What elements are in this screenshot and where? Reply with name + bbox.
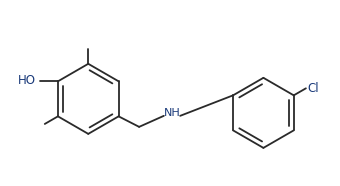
Text: Cl: Cl <box>307 82 319 95</box>
Text: NH: NH <box>164 108 181 118</box>
Text: HO: HO <box>18 74 36 87</box>
